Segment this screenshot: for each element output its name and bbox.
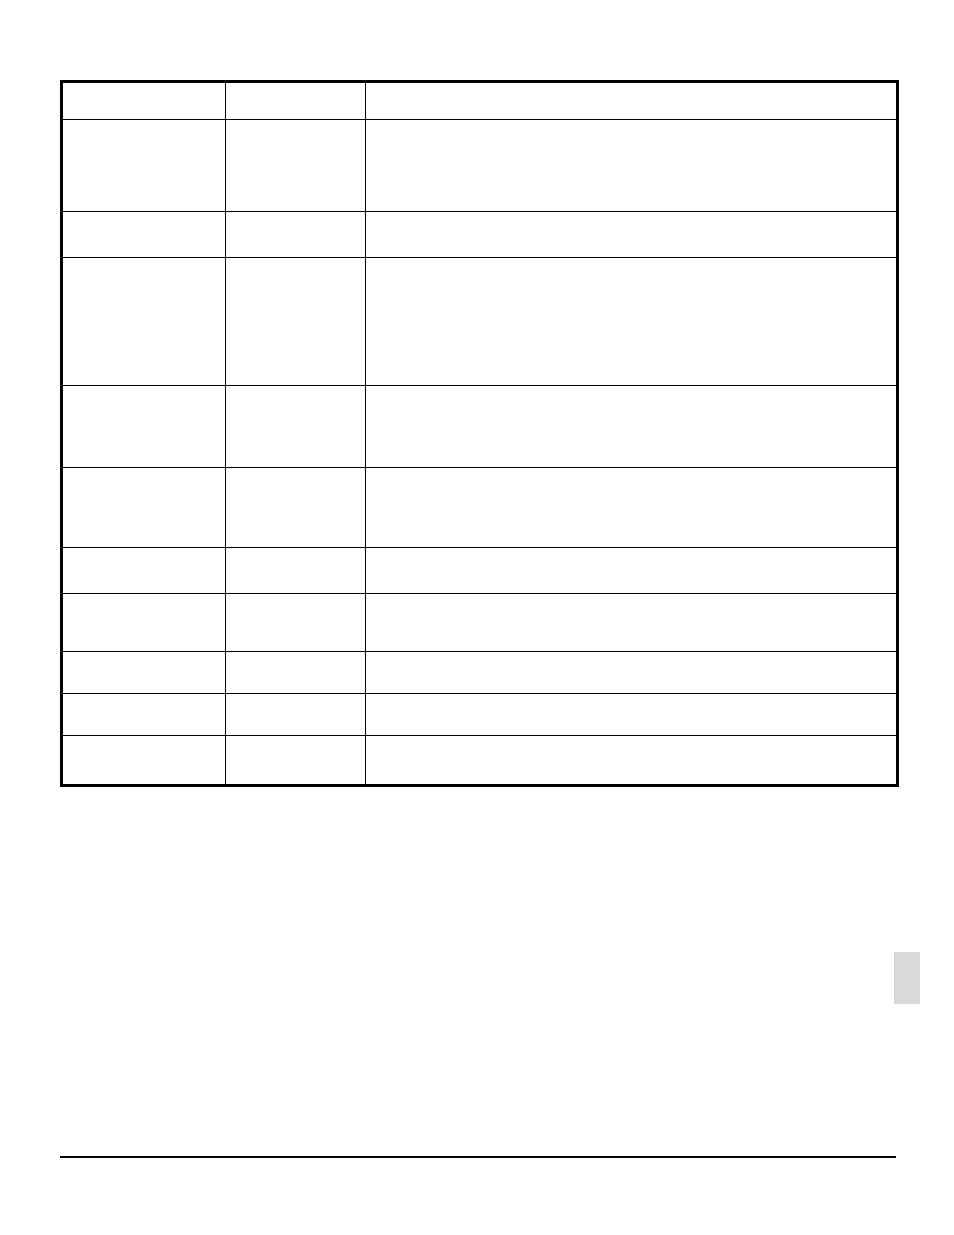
- table-cell: [366, 594, 898, 652]
- table-cell: [62, 694, 226, 736]
- table-cell: [366, 548, 898, 594]
- table-cell: [226, 258, 366, 386]
- table-row: [62, 548, 898, 594]
- table-row: [62, 694, 898, 736]
- page: [0, 0, 954, 1235]
- table-body: [62, 82, 898, 786]
- table-cell: [62, 82, 226, 120]
- table-row: [62, 82, 898, 120]
- table-cell: [226, 694, 366, 736]
- table-cell: [226, 468, 366, 548]
- table-cell: [62, 652, 226, 694]
- table-row: [62, 386, 898, 468]
- table-cell: [226, 736, 366, 786]
- table-cell: [366, 652, 898, 694]
- table-cell: [366, 386, 898, 468]
- table-cell: [366, 468, 898, 548]
- table-cell: [226, 594, 366, 652]
- table-row: [62, 594, 898, 652]
- side-tab: [894, 952, 920, 1004]
- table-cell: [366, 258, 898, 386]
- table-cell: [62, 594, 226, 652]
- table-cell: [62, 212, 226, 258]
- table-row: [62, 652, 898, 694]
- table-cell: [226, 386, 366, 468]
- table-cell: [366, 212, 898, 258]
- table-cell: [226, 548, 366, 594]
- table-row: [62, 120, 898, 212]
- table-cell: [62, 120, 226, 212]
- table-cell: [366, 120, 898, 212]
- table-row: [62, 212, 898, 258]
- table-cell: [226, 82, 366, 120]
- table-cell: [62, 258, 226, 386]
- table-row: [62, 468, 898, 548]
- table-cell: [62, 548, 226, 594]
- table-cell: [226, 652, 366, 694]
- table-cell: [62, 468, 226, 548]
- table-cell: [62, 386, 226, 468]
- table-cell: [226, 212, 366, 258]
- data-table: [60, 80, 899, 787]
- table-cell: [366, 736, 898, 786]
- table-cell: [366, 694, 898, 736]
- table-cell: [62, 736, 226, 786]
- table-row: [62, 258, 898, 386]
- table-row: [62, 736, 898, 786]
- footer-rule: [60, 1156, 896, 1158]
- table-cell: [226, 120, 366, 212]
- table-cell: [366, 82, 898, 120]
